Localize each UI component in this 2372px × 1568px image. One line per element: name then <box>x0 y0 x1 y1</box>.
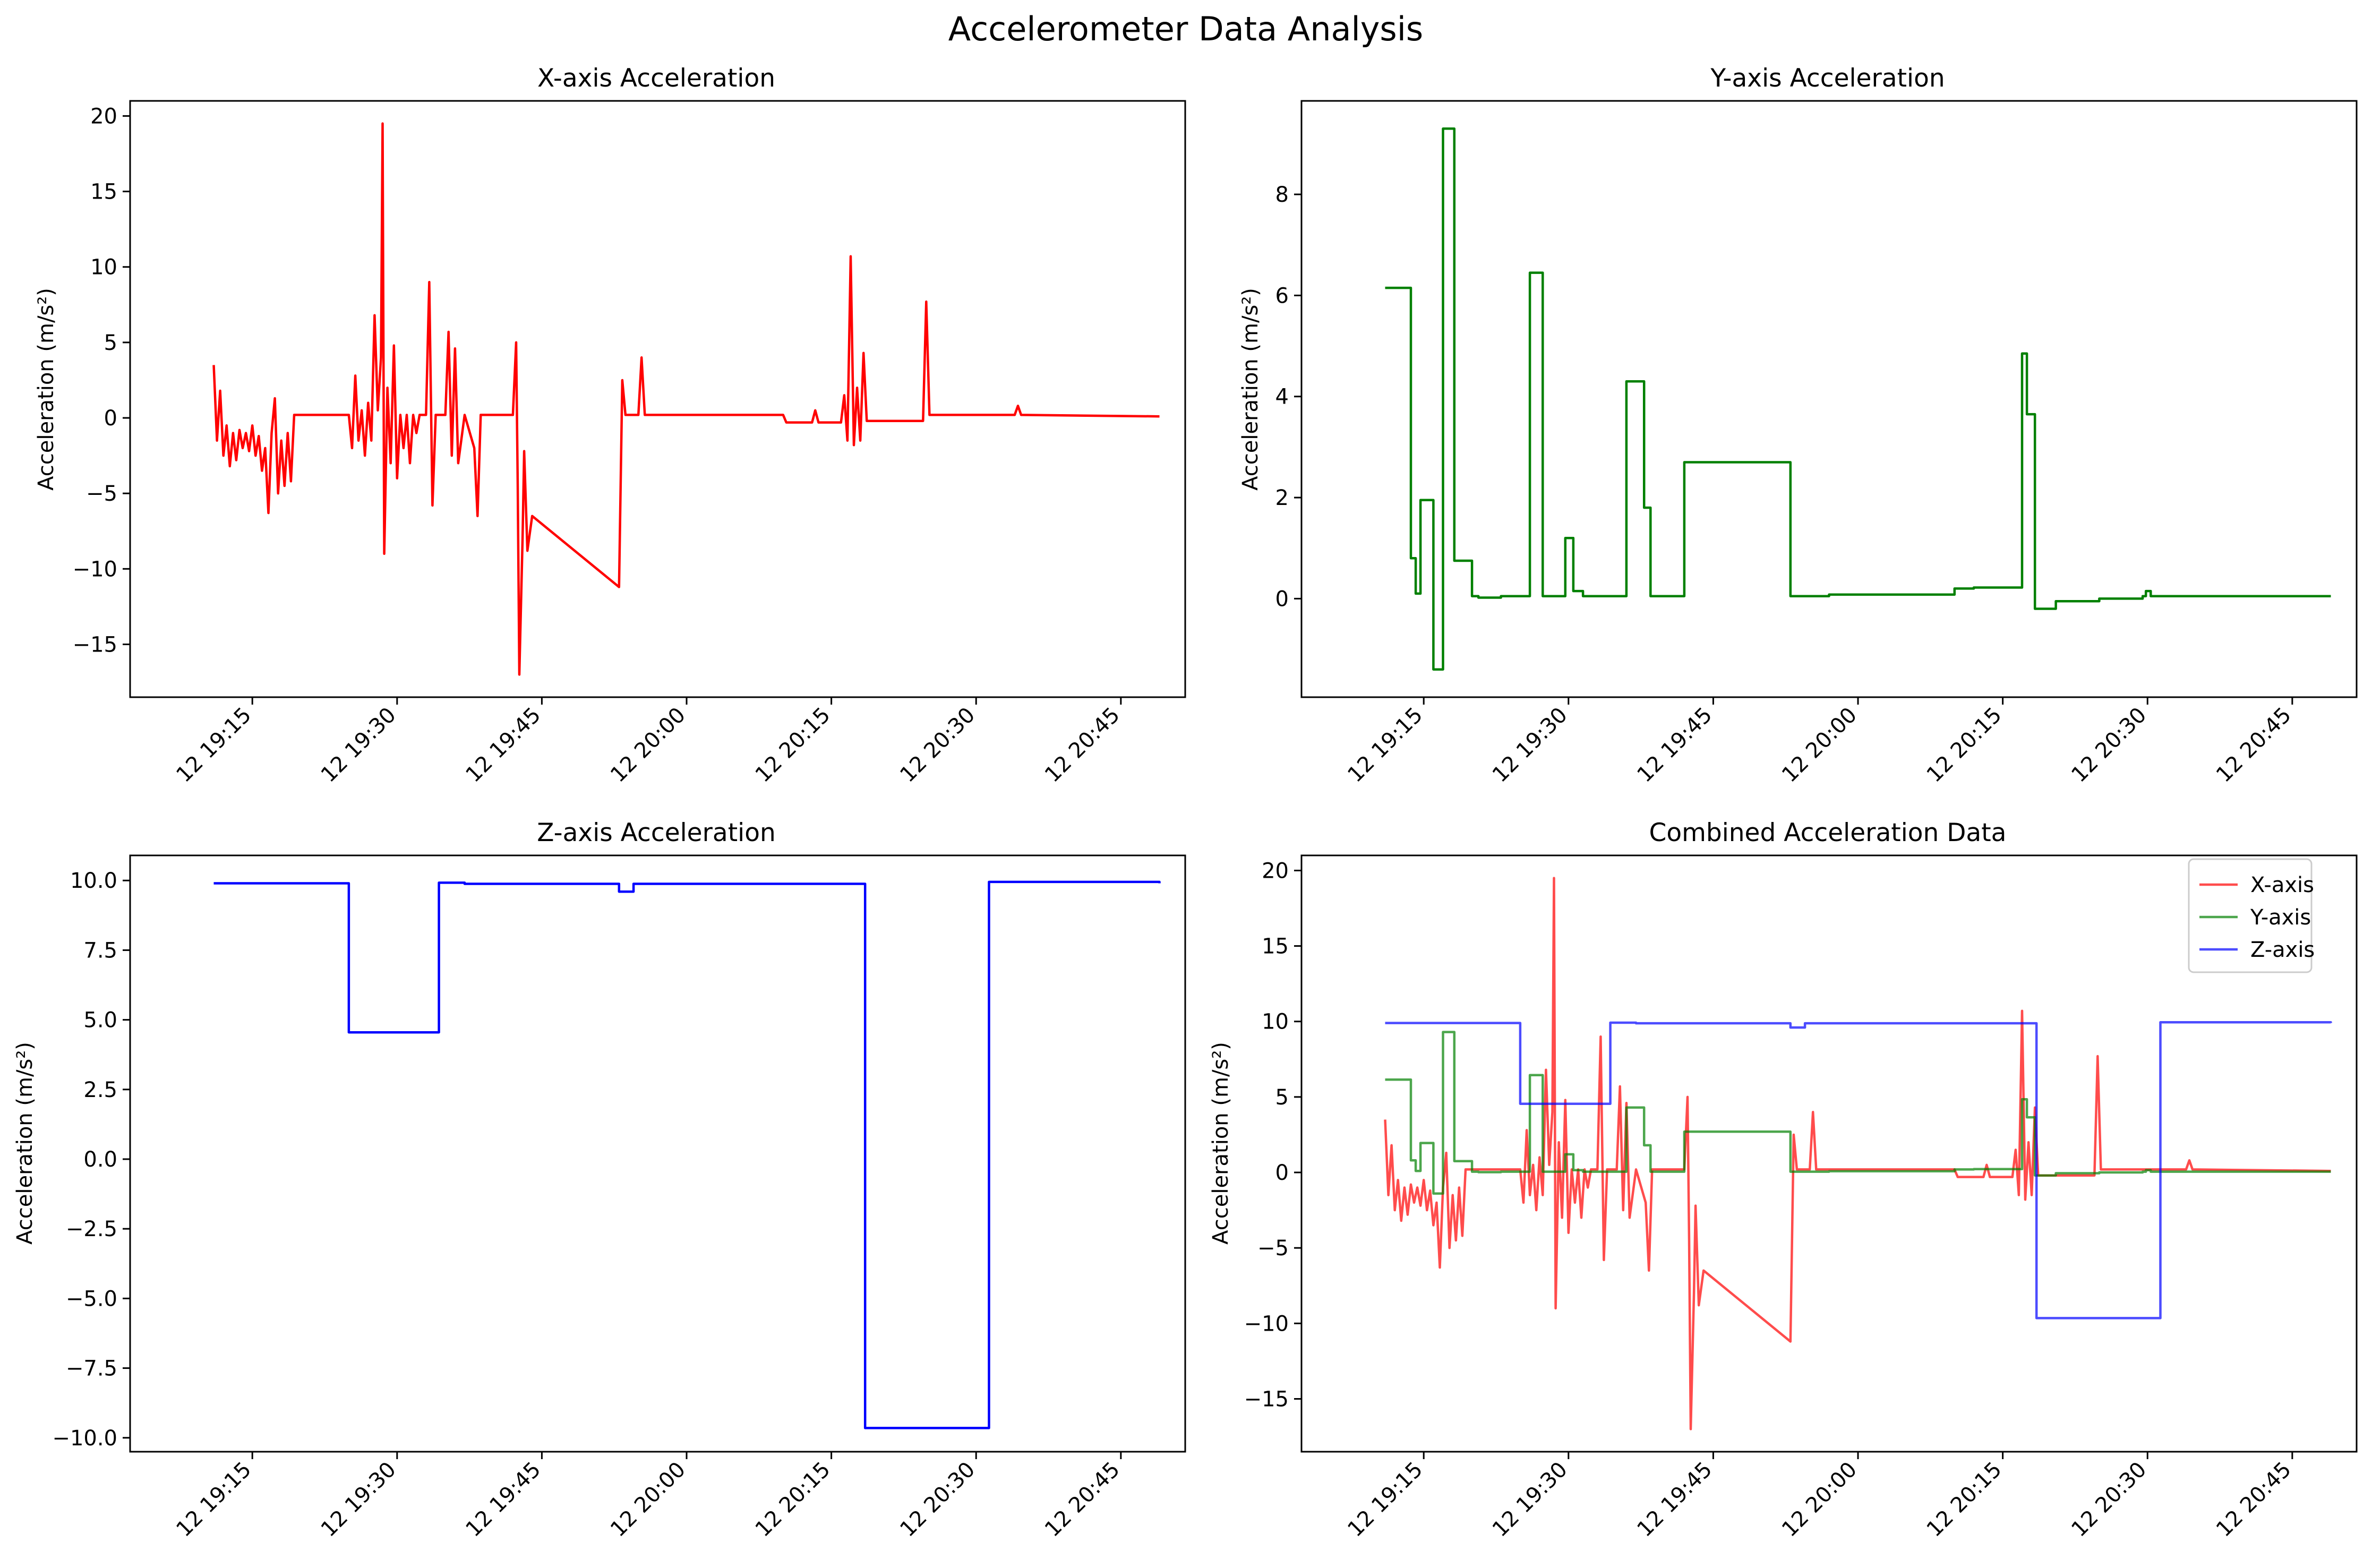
combined-panel-frame <box>1300 854 2358 1453</box>
legend-label-y: Y-axis <box>2250 905 2311 930</box>
y-tick-label: 15 <box>1262 935 1289 959</box>
y-tick-label: −2.5 <box>66 1217 117 1241</box>
y-panel-marks <box>1385 127 2331 671</box>
y-tick-label: −15 <box>73 632 117 657</box>
x-panel-title: X-axis Acceleration <box>537 64 775 93</box>
y-tick-label: −5.0 <box>66 1287 117 1311</box>
y-tick-label: 0 <box>104 406 117 431</box>
combined-panel-ylabel: Acceleration (m/s²) <box>1209 1042 1233 1245</box>
y-tick-label: 8 <box>1275 183 1289 207</box>
x-panel-frame <box>129 100 1186 698</box>
y-tick-label: −10 <box>1244 1312 1289 1336</box>
series-line <box>212 122 1160 676</box>
y-tick-label: −10.0 <box>52 1426 117 1451</box>
y-tick-label: −7.5 <box>66 1357 117 1381</box>
y-tick-label: 5.0 <box>83 1008 117 1033</box>
series-line <box>1385 127 2331 671</box>
y-panel-ylabel: Acceleration (m/s²) <box>1238 288 1263 491</box>
series-line <box>1385 1031 2331 1195</box>
y-tick-label: 2.5 <box>83 1078 117 1102</box>
y-tick-label: −5 <box>86 482 117 506</box>
y-tick-label: 0 <box>1275 1161 1289 1185</box>
y-tick-label: 5 <box>1275 1085 1289 1110</box>
series-line <box>1384 877 2331 1430</box>
y-tick-label: 5 <box>104 331 117 355</box>
y-tick-label: 7.5 <box>83 938 117 963</box>
y-tick-label: 0 <box>1275 587 1289 611</box>
y-tick-label: 6 <box>1275 284 1289 308</box>
y-tick-label: 4 <box>1275 385 1289 409</box>
z-panel-marks <box>213 880 1161 1429</box>
combined-panel-marks <box>1384 877 2332 1430</box>
x-panel-marks <box>212 122 1160 676</box>
legend-box <box>2188 858 2313 973</box>
legend-label-x: X-axis <box>2250 873 2314 897</box>
y-tick-label: 10 <box>1262 1010 1289 1034</box>
figure-title: Accelerometer Data Analysis <box>948 10 1423 48</box>
y-panel-title: Y-axis Acceleration <box>1710 64 1945 93</box>
y-tick-label: −10 <box>73 557 117 581</box>
legend-label-z: Z-axis <box>2250 938 2315 962</box>
z-panel-title: Z-axis Acceleration <box>537 818 775 847</box>
y-tick-label: −5 <box>1257 1236 1289 1261</box>
y-tick-label: 0.0 <box>83 1147 117 1172</box>
z-panel-ylabel: Acceleration (m/s²) <box>13 1042 37 1245</box>
y-tick-label: 10 <box>90 255 117 280</box>
y-panel-frame <box>1300 100 2358 698</box>
series-line <box>213 880 1161 1429</box>
y-tick-label: 2 <box>1275 486 1289 510</box>
combined-panel-title: Combined Acceleration Data <box>1649 818 2007 847</box>
y-tick-label: 20 <box>1262 859 1289 883</box>
y-tick-label: 15 <box>90 180 117 204</box>
series-line <box>1385 1021 2332 1319</box>
y-tick-label: −15 <box>1244 1387 1289 1411</box>
x-panel-ylabel: Acceleration (m/s²) <box>34 288 58 491</box>
y-tick-label: 20 <box>90 104 117 128</box>
y-tick-label: 10.0 <box>70 869 117 893</box>
legend: X-axis Y-axis Z-axis <box>2188 858 2315 973</box>
z-panel-frame <box>129 854 1186 1453</box>
